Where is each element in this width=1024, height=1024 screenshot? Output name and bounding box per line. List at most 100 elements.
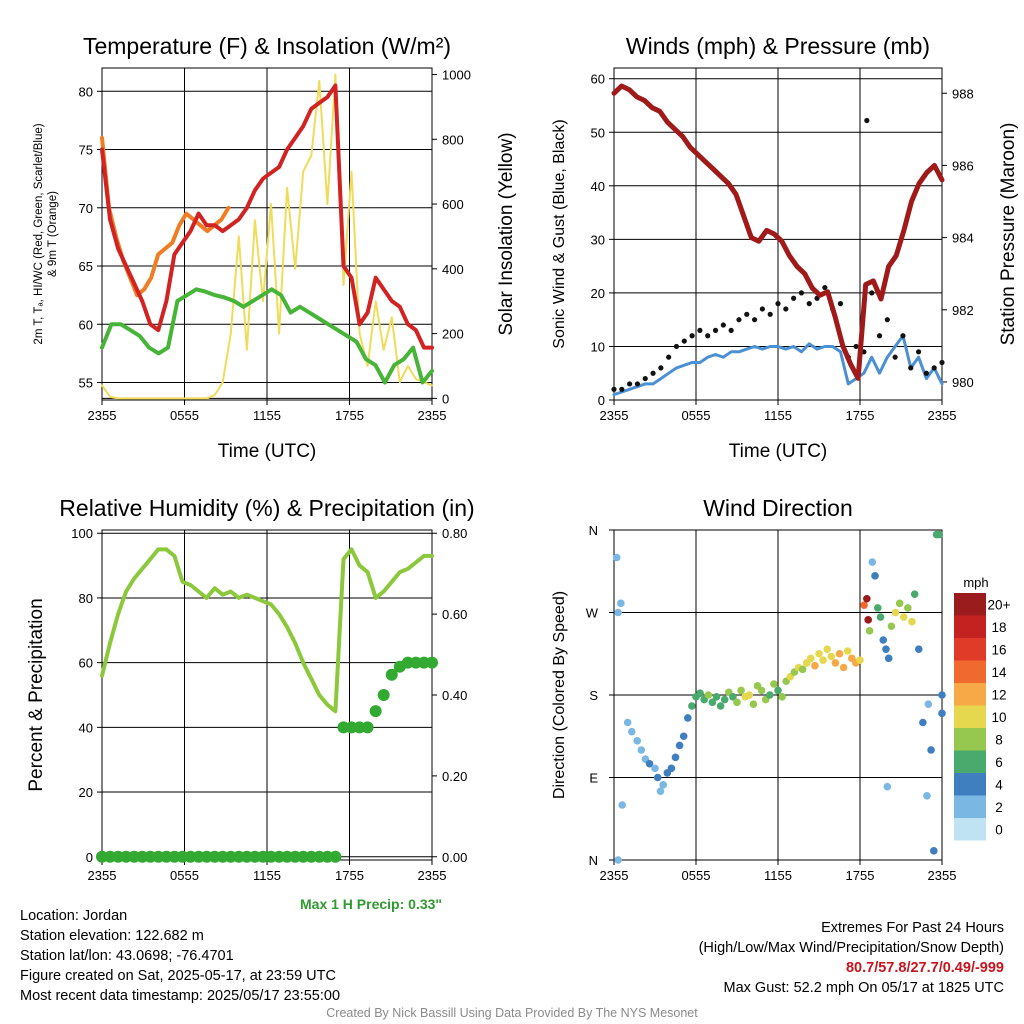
elevation-text: Station elevation: 122.682 m — [20, 928, 204, 944]
gust-point — [642, 375, 648, 382]
direction-point — [923, 792, 931, 800]
y-tick-label: E — [589, 771, 598, 786]
y2-tick-label: 0.60 — [442, 607, 467, 622]
direction-point — [938, 691, 946, 699]
colorbar-swatch — [954, 593, 986, 616]
colorbar-label: 8 — [995, 732, 1003, 747]
gust-point — [728, 327, 734, 333]
colorbar-label: 0 — [995, 822, 1003, 837]
y2-tick-label: 400 — [442, 262, 464, 277]
direction-point — [633, 737, 642, 745]
colorbar-swatch — [954, 728, 986, 751]
direction-point — [910, 590, 919, 598]
direction-point — [924, 700, 933, 708]
y2-axis-label: Solar Insolation (Yellow) — [496, 132, 517, 335]
gust-point — [791, 295, 797, 301]
station-info: Location: Jordan Station elevation: 122.… — [20, 906, 340, 1006]
colorbar-swatch — [954, 660, 986, 683]
direction-point — [831, 659, 840, 667]
y-tick-label: 60 — [79, 317, 93, 332]
chart-title: Winds (mph) & Pressure (mb) — [626, 33, 930, 59]
y-tick-label: W — [586, 606, 599, 621]
y2-tick-label: 0.40 — [442, 688, 467, 703]
x-tick-label: 0555 — [682, 868, 711, 883]
direction-point — [651, 764, 659, 773]
colorbar-swatch — [954, 795, 986, 818]
direction-point — [737, 686, 745, 695]
direction-point — [930, 847, 938, 855]
x-tick-label: 2355 — [600, 408, 629, 423]
direction-point — [819, 656, 827, 664]
x-tick-label: 2355 — [600, 868, 629, 883]
direction-point — [927, 746, 935, 754]
x-tick-label: 1755 — [335, 408, 364, 423]
gust-point — [634, 381, 641, 387]
direction-point — [884, 654, 893, 663]
direction-point — [696, 689, 704, 697]
colorbar-label: 18 — [991, 620, 1006, 635]
x-tick-label: 1155 — [253, 868, 281, 883]
x-tick-label: 0555 — [170, 408, 199, 423]
direction-point — [871, 572, 879, 580]
max-gust-text: Max Gust: 52.2 mph On 05/17 at 1825 UTC — [723, 980, 1004, 996]
gust-point — [666, 354, 672, 360]
y-tick-label: 40 — [591, 179, 605, 194]
colorbar-swatch — [954, 638, 986, 661]
y2-tick-label: 200 — [442, 327, 464, 342]
x-tick-label: 1155 — [253, 408, 281, 423]
y-tick-label: N — [589, 523, 598, 538]
extremes-info: Extremes For Past 24 Hours (High/Low/Max… — [699, 918, 1004, 998]
gust-point — [822, 284, 828, 291]
precip-point — [329, 850, 342, 863]
gust-point — [627, 381, 633, 387]
colorbar-label: 14 — [991, 665, 1007, 680]
y-axis-label: & 9m T (Orange) — [47, 191, 59, 277]
gust-point — [697, 327, 703, 333]
gust-point — [939, 359, 945, 366]
gust-point — [853, 343, 859, 350]
y-tick-label: 65 — [79, 259, 93, 274]
direction-point — [873, 604, 882, 612]
direction-point — [856, 656, 864, 664]
x-tick-label: 1755 — [846, 408, 875, 423]
y2-tick-label: 0.20 — [442, 769, 467, 784]
y-tick-label: 70 — [79, 201, 93, 216]
direction-point — [684, 714, 692, 722]
direction-point — [876, 613, 885, 621]
colorbar-label: 20+ — [988, 597, 1011, 612]
humidity-line — [100, 547, 434, 714]
direction-point — [798, 665, 807, 674]
direction-point — [675, 741, 684, 750]
direction-point — [938, 709, 946, 718]
created-text: Figure created on Sat, 2025-05-17, at 23… — [20, 968, 336, 984]
gust-point — [650, 370, 656, 376]
y-tick-label: 40 — [79, 720, 93, 735]
direction-point — [645, 759, 654, 768]
y-axis-label: Sonic Wind & Gust (Blue, Black) — [551, 119, 568, 348]
direction-point — [770, 680, 778, 688]
direction-point — [774, 686, 782, 695]
gust-point — [751, 317, 758, 323]
insolation-line — [101, 73, 433, 400]
y-tick-label: 55 — [79, 376, 93, 391]
gust-point — [798, 290, 805, 296]
direction-point — [667, 764, 676, 773]
credit-text: Created By Nick Bassill Using Data Provi… — [326, 1006, 698, 1020]
y-tick-label: 20 — [79, 785, 93, 800]
sonic-wind-line — [612, 334, 944, 397]
direction-point — [708, 698, 717, 707]
direction-point — [679, 732, 688, 741]
x-tick-label: 1155 — [764, 408, 792, 423]
colorbar-label: 2 — [995, 800, 1003, 815]
y-tick-label: 80 — [79, 591, 93, 606]
y2-tick-label: 988 — [952, 86, 974, 101]
x-tick-label: 2355 — [418, 868, 447, 883]
y2-tick-label: 986 — [952, 158, 974, 173]
y2-tick-label: 600 — [442, 197, 464, 212]
location-text: Location: Jordan — [20, 908, 128, 924]
y-tick-label: 60 — [591, 72, 605, 87]
temp-9m-line — [100, 135, 231, 298]
gust-point — [720, 322, 726, 328]
gust-point — [876, 333, 883, 339]
direction-point — [637, 746, 646, 754]
